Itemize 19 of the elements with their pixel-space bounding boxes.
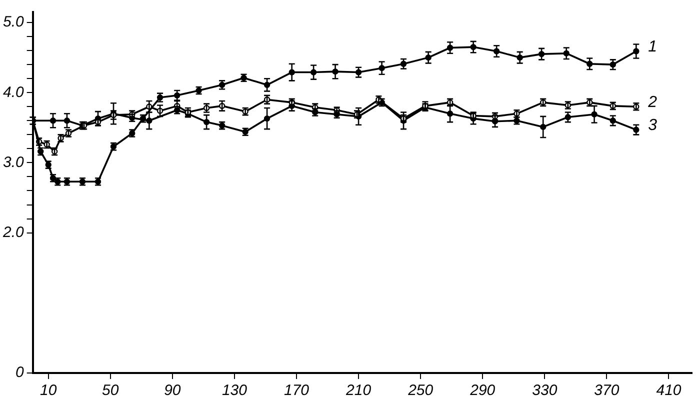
y-tick-label: 0 xyxy=(16,364,25,382)
series-label: 2 xyxy=(647,94,658,112)
series-label: 3 xyxy=(648,117,658,134)
y-tick-label: 3.0 xyxy=(2,154,24,171)
x-tick-label: 250 xyxy=(407,382,434,400)
x-tick-label: 370 xyxy=(594,382,620,400)
x-tick-label: 410 xyxy=(656,382,682,400)
x-tick-label: 50 xyxy=(102,382,120,400)
y-tick-label: 2.0 xyxy=(2,224,24,241)
series-label: 1 xyxy=(648,38,658,56)
x-tick-label: 290 xyxy=(469,382,496,400)
x-tick-label: 90 xyxy=(164,382,182,400)
x-tick-label: 10 xyxy=(40,382,58,400)
x-tick-label: 130 xyxy=(222,382,248,400)
x-tick-label: 170 xyxy=(284,382,310,400)
x-tick-label: 210 xyxy=(345,382,372,400)
y-tick-label: 5.0 xyxy=(2,14,24,31)
x-tick-label: 330 xyxy=(532,382,558,400)
y-tick-label: 4.0 xyxy=(2,84,24,101)
